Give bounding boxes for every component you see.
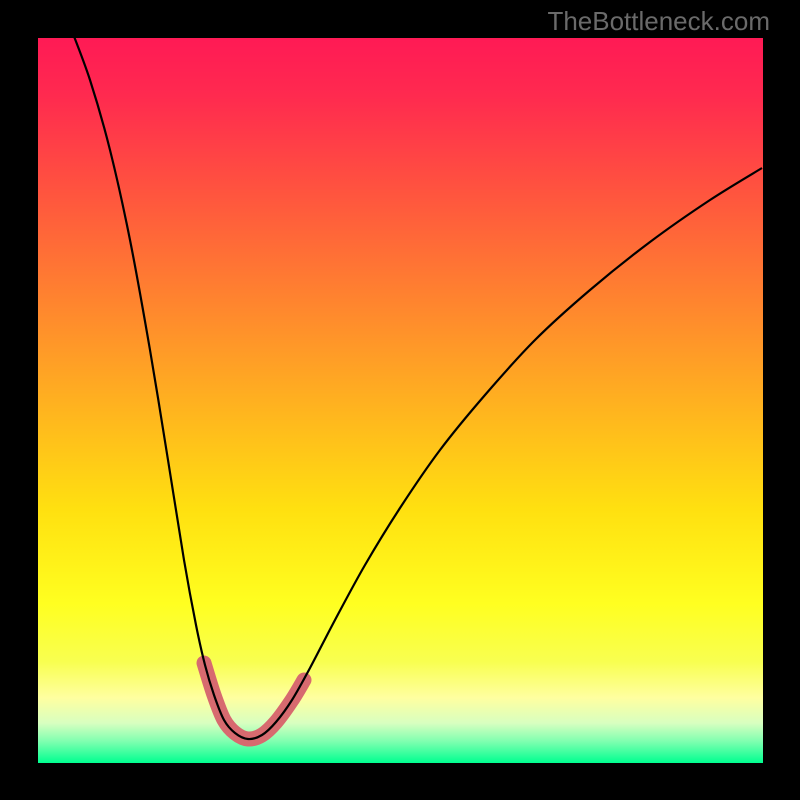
main-bottleneck-curve: [70, 26, 762, 739]
curve-layer: [0, 0, 800, 800]
valley-highlight-curve: [204, 663, 304, 739]
